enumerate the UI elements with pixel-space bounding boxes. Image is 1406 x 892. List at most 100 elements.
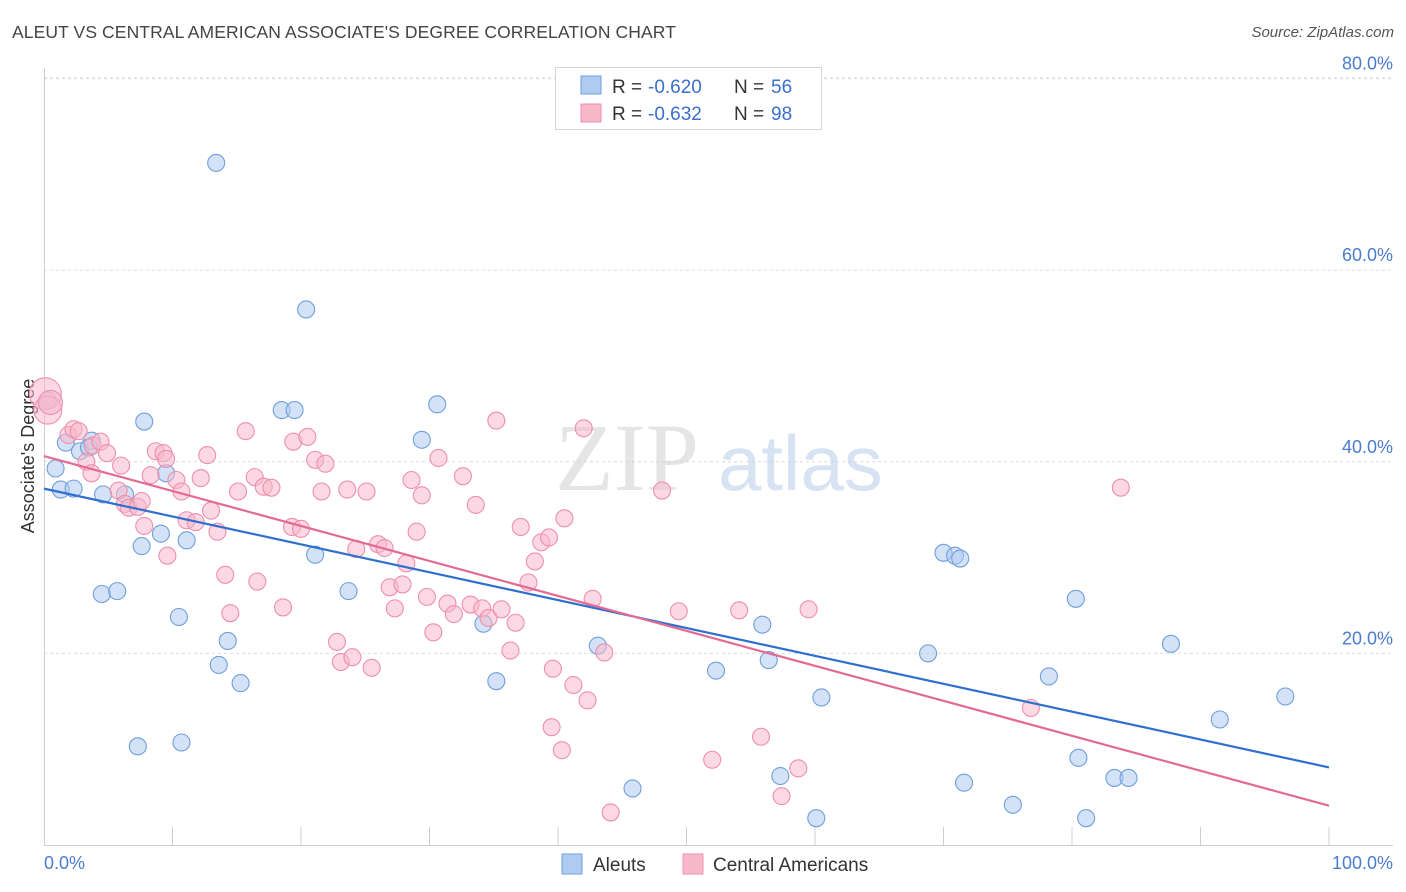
central-americans-point xyxy=(37,389,63,415)
central-americans-point xyxy=(316,454,335,473)
aleuts-point xyxy=(285,401,304,420)
aleuts-point xyxy=(812,688,831,707)
central-americans-point xyxy=(132,492,151,511)
aleuts-point xyxy=(92,584,111,604)
aleuts-trend-line xyxy=(43,487,1330,769)
aleuts-point xyxy=(207,153,226,172)
central-americans-point xyxy=(501,641,520,660)
central-americans-point xyxy=(221,604,240,623)
central-americans-point xyxy=(412,486,431,505)
y-tick-label-20: 20.0% xyxy=(1342,628,1393,648)
y-tick-label-60: 60.0% xyxy=(1342,245,1393,265)
central-americans-point xyxy=(772,787,791,806)
x-tick-label-min: 0.0% xyxy=(44,853,85,873)
aleuts-point xyxy=(771,766,790,786)
aleuts-point xyxy=(135,412,154,431)
aleuts-point xyxy=(707,661,726,680)
central-americans-point xyxy=(228,482,248,501)
central-americans-point xyxy=(338,480,357,499)
central-americans-point xyxy=(539,528,559,547)
y-tick-labels: 20.0% 40.0% 60.0% 80.0% xyxy=(1342,54,1393,649)
central-americans-point xyxy=(158,546,177,565)
central-americans-point xyxy=(248,572,267,591)
aleuts-point xyxy=(297,300,316,319)
central-americans-point xyxy=(157,449,176,468)
aleuts-point xyxy=(428,395,447,414)
aleuts-point xyxy=(955,773,974,792)
central-americans-point xyxy=(703,750,722,769)
aleuts-point xyxy=(231,674,250,693)
central-americans-point xyxy=(511,517,530,536)
legend-r-value-central-americans: -0.632 xyxy=(648,104,702,125)
aleuts-point xyxy=(1039,667,1058,686)
central-americans-point xyxy=(578,691,597,710)
central-americans-point xyxy=(417,587,436,606)
aleuts-point xyxy=(1210,710,1229,729)
watermark-zip: ZIP xyxy=(555,404,699,511)
central-americans-point xyxy=(479,608,498,628)
aleuts-point xyxy=(623,779,642,798)
legend-swatch-aleuts xyxy=(580,75,602,95)
trend-lines xyxy=(43,454,1330,807)
legend-n-value-aleuts: 56 xyxy=(771,77,792,98)
correlation-legend: R = -0.620 N = 56 R = -0.632 N = 98 xyxy=(555,67,822,130)
legend-n-label-central-americans: N = xyxy=(734,104,764,125)
central-americans-point xyxy=(298,427,317,446)
central-americans-point xyxy=(424,623,443,642)
central-americans-point xyxy=(291,519,311,538)
series-legend-label-aleuts: Aleuts xyxy=(593,855,646,876)
legend-n-label-aleuts: N = xyxy=(734,77,764,98)
central-americans-point xyxy=(789,759,808,778)
aleuts-point xyxy=(177,531,196,550)
central-americans-point xyxy=(141,466,160,485)
aleuts-point xyxy=(169,607,188,627)
y-tick-label-80: 80.0% xyxy=(1342,54,1393,74)
central-americans-point xyxy=(236,422,255,441)
central-americans-point xyxy=(407,522,426,541)
central-americans-point xyxy=(525,552,544,571)
central-americans-point xyxy=(362,658,381,677)
central-americans-point xyxy=(506,613,525,632)
central-americans-point xyxy=(216,565,235,584)
central-americans-point xyxy=(273,598,293,617)
legend-r-label-central-americans: R = xyxy=(612,104,642,125)
central-americans-point xyxy=(466,495,485,514)
central-americans-point xyxy=(552,741,571,760)
aleuts-point xyxy=(807,809,826,828)
aleuts-point xyxy=(306,545,325,564)
central-americans-point xyxy=(543,659,562,678)
central-americans-point xyxy=(393,575,412,594)
central-americans-point xyxy=(444,605,463,624)
central-americans-point xyxy=(564,675,583,695)
central-americans-point xyxy=(487,411,506,430)
aleuts-point xyxy=(339,582,358,601)
central-americans-point xyxy=(112,456,131,475)
central-americans-point xyxy=(385,599,404,618)
legend-swatch-central-americans xyxy=(580,103,602,123)
data-points xyxy=(28,153,1295,828)
central-americans-point xyxy=(429,448,448,468)
aleuts-point xyxy=(1276,687,1295,706)
legend-r-label-aleuts: R = xyxy=(612,77,642,98)
central-americans-point xyxy=(97,444,117,463)
series-legend: Aleuts Central Americans xyxy=(561,853,868,876)
y-axis-label: Associate's Degree xyxy=(18,379,38,534)
aleuts-point xyxy=(1066,589,1085,608)
aleuts-point xyxy=(132,537,151,556)
aleuts-point xyxy=(151,524,170,543)
aleuts-point xyxy=(218,631,237,650)
aleuts-point xyxy=(1003,795,1022,814)
aleuts-point xyxy=(108,582,127,601)
central-americans-point xyxy=(730,601,749,620)
watermark: ZIP atlas xyxy=(555,404,883,511)
watermark-atlas: atlas xyxy=(718,419,883,507)
chart-source: Source: ZipAtlas.com xyxy=(1251,24,1394,41)
central-americans-point xyxy=(799,600,818,619)
x-tick-marks xyxy=(172,827,1330,845)
aleuts-point xyxy=(753,615,772,634)
central-americans-point xyxy=(198,446,217,465)
aleuts-point xyxy=(1069,748,1088,767)
grid-lines xyxy=(44,77,1393,654)
central-americans-point xyxy=(492,600,511,619)
central-americans-point xyxy=(669,602,688,621)
